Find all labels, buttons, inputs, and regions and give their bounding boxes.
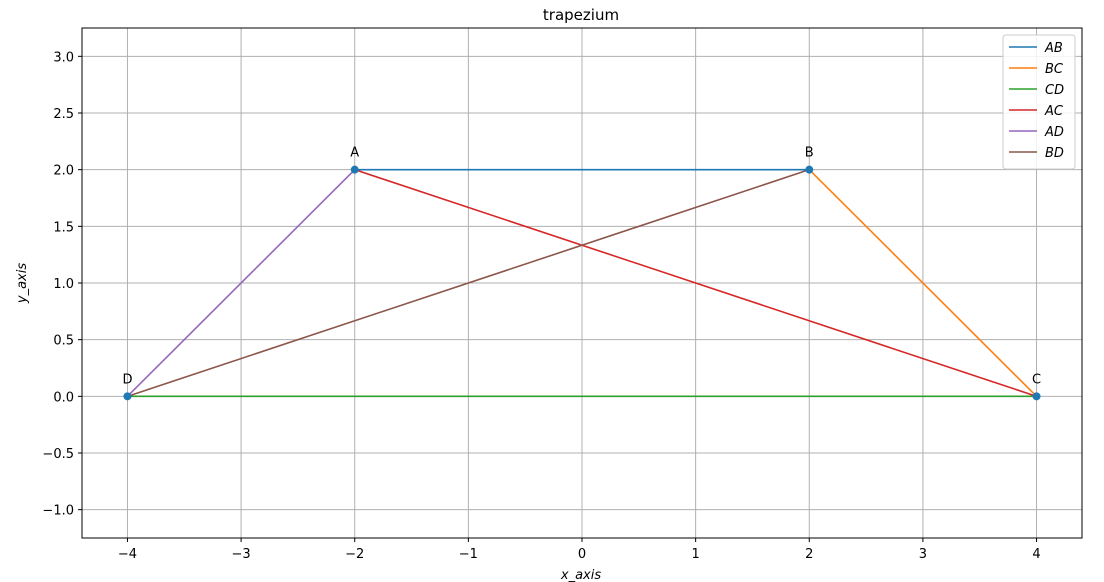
legend-label-ad: AD: [1044, 125, 1064, 140]
legend-label-bd: BD: [1045, 146, 1064, 161]
series-line-bc: [808, 169, 1038, 397]
y-axis-label: y_axis: [15, 263, 30, 304]
x-tick-label: −2: [345, 547, 364, 562]
point-label-b: B: [805, 146, 814, 161]
x-tick-label: −3: [232, 547, 251, 562]
legend-label-ac: AC: [1044, 104, 1064, 119]
legend-box: [1002, 34, 1076, 170]
y-tick-label: −1.0: [42, 504, 74, 519]
series-layer: [126, 168, 1038, 398]
series-line-bd: [127, 168, 810, 398]
x-tick-label: −1: [459, 547, 478, 562]
points-layer: A B C D: [122, 146, 1041, 401]
y-tick-label: 1.5: [53, 220, 74, 235]
legend-label-bc: BC: [1045, 62, 1064, 77]
legend: AB BC CD AC AD BD: [1002, 34, 1076, 170]
x-tick-label: 3: [919, 547, 927, 562]
y-tick-label: 2.5: [53, 107, 74, 122]
y-tick-label: 3.0: [53, 50, 74, 65]
x-tick-label: 2: [805, 547, 813, 562]
y-tick-label: 0.0: [53, 390, 74, 405]
series-line-ac: [354, 168, 1037, 398]
point-marker-c: [1032, 392, 1041, 401]
x-tick-label: 4: [1032, 547, 1040, 562]
legend-label-cd: CD: [1045, 83, 1064, 98]
point-marker-d: [123, 392, 132, 401]
x-tick-label: −4: [118, 547, 137, 562]
y-tick-label: 0.5: [53, 334, 74, 349]
legend-label-ab: AB: [1044, 41, 1063, 56]
series-line-ad: [126, 169, 356, 397]
x-axis-label: x_axis: [560, 568, 601, 582]
point-label-a: A: [350, 146, 359, 161]
y-tick-label: −0.5: [42, 447, 74, 462]
chart-title: trapezium: [543, 6, 619, 24]
point-marker-b: [805, 165, 814, 174]
y-tick-label: 2.0: [53, 164, 74, 179]
x-tick-label: 1: [691, 547, 699, 562]
x-tick-label: 0: [578, 547, 586, 562]
ticks: −4 −3 −2 −1 0 1 2 3 4 −1.0 −0.5 0.0 0.5 1.0 1.5 2.0 2.5 3…: [42, 50, 1040, 562]
point-label-d: D: [122, 372, 132, 387]
point-label-c: C: [1032, 372, 1041, 387]
point-marker-a: [350, 165, 359, 174]
y-tick-label: 1.0: [53, 277, 74, 292]
